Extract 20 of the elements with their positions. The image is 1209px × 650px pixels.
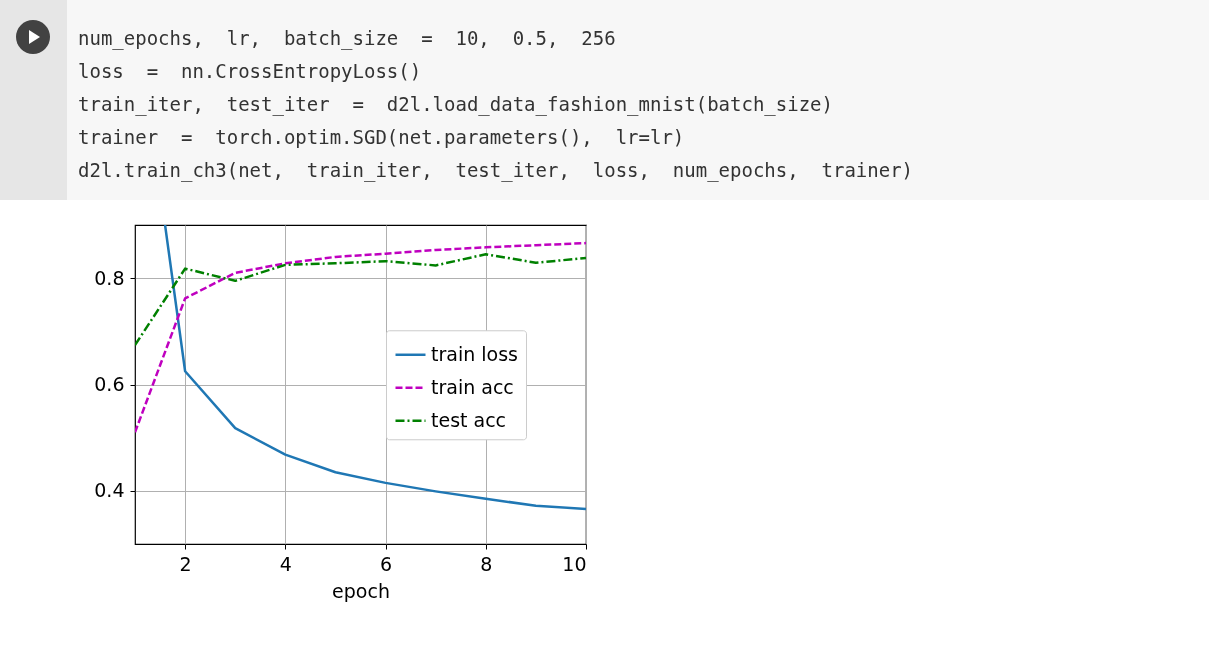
x-tick-label: 6 [380,552,393,575]
y-tick-label: 0.4 [94,479,125,502]
text: trainer = torch.optim.SGD(net.parameters(), lr=lr) [78,125,686,150]
y-tick-label: 0.8 [94,266,125,289]
legend-label: test acc [431,408,507,431]
line-series [135,241,586,434]
legend-label: train acc [431,375,514,398]
text: num_epochs, lr, batch_size = 10, 0.5, 256 [78,26,617,52]
x-tick-label: 10 [562,552,587,575]
x-tick-label: 2 [179,552,192,575]
y-tick-label: 0.6 [94,373,125,395]
line-series [135,252,586,347]
text: d2l.train_ch3(net, train_iter, test_iter, loss, num_epochs, trainer) [78,158,914,184]
text: loss = nn.CrossEntropyLoss() [78,59,423,84]
x-tick-label: 4 [279,552,292,575]
x-axis-title: epoch [332,579,390,602]
legend-label: train loss [431,342,518,365]
x-tick-label: 8 [480,552,493,575]
line-series [163,225,586,511]
text: train_iter, test_iter = d2l.load_data_fashion_mnist(batch_size) [78,92,834,118]
